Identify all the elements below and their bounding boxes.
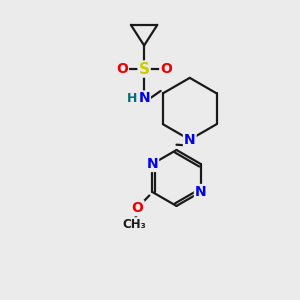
Text: O: O	[116, 62, 128, 76]
Text: O: O	[160, 62, 172, 76]
Text: N: N	[138, 92, 150, 106]
Text: N: N	[184, 133, 196, 147]
Text: S: S	[139, 61, 150, 76]
Text: H: H	[127, 92, 137, 105]
Text: N: N	[195, 185, 206, 199]
Text: CH₃: CH₃	[123, 218, 146, 231]
Text: N: N	[146, 157, 158, 171]
Text: O: O	[132, 201, 143, 215]
